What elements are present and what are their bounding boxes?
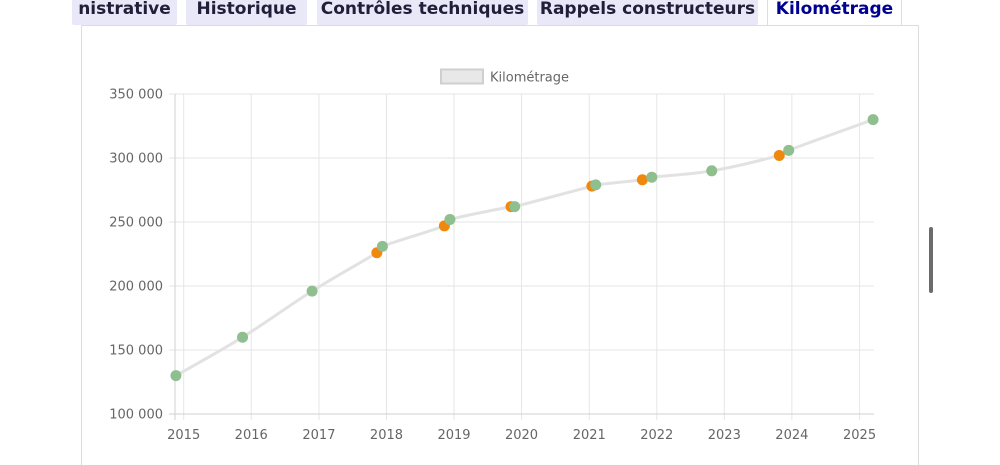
tab-historique[interactable]: Historique: [186, 0, 307, 25]
y-tick-label: 200 000: [109, 280, 163, 295]
data-point-green[interactable]: [444, 213, 456, 225]
legend-swatch: [440, 68, 484, 85]
tab-kilometrage[interactable]: Kilométrage: [767, 0, 902, 26]
x-axis: 2015 2016 2017 2018 2019 2020 2021 2022 2023 2024…: [167, 428, 876, 443]
chart-panel: [81, 25, 919, 465]
data-point-green[interactable]: [376, 240, 388, 252]
y-tick-label: 150 000: [109, 344, 163, 359]
data-point-green[interactable]: [783, 144, 795, 156]
x-tick-label: 2021: [573, 428, 606, 443]
x-tick-label: 2017: [302, 428, 335, 443]
x-tick-label: 2020: [505, 428, 538, 443]
tab-administrative[interactable]: nistrative: [72, 0, 177, 25]
y-tick-label: 100 000: [109, 408, 163, 423]
tab-rappels-constructeurs[interactable]: Rappels constructeurs: [537, 0, 758, 25]
tab-controles-techniques[interactable]: Contrôles techniques: [317, 0, 528, 25]
data-point-green[interactable]: [646, 171, 658, 183]
x-tick-label: 2019: [437, 428, 470, 443]
x-tick-label: 2023: [708, 428, 741, 443]
scrollbar[interactable]: [929, 227, 933, 293]
x-tick-label: 2022: [640, 428, 673, 443]
data-point-orange[interactable]: [773, 149, 785, 161]
data-point-green[interactable]: [590, 179, 602, 191]
series-points: [170, 114, 879, 382]
y-tick-label: 300 000: [109, 152, 163, 167]
data-point-orange[interactable]: [636, 174, 648, 186]
chart-grid: [169, 93, 874, 420]
data-point-green[interactable]: [706, 165, 718, 177]
x-tick-label: 2015: [167, 428, 200, 443]
data-point-green[interactable]: [237, 331, 249, 343]
legend[interactable]: Kilométrage: [440, 68, 569, 86]
tab-label: Kilométrage: [775, 0, 894, 19]
tab-label: Rappels constructeurs: [539, 0, 756, 19]
data-point-green[interactable]: [306, 285, 318, 297]
x-tick-label: 2025: [843, 428, 876, 443]
y-tick-label: 250 000: [109, 216, 163, 231]
data-point-green[interactable]: [170, 370, 182, 382]
tab-label: Contrôles techniques: [320, 0, 525, 19]
tab-label: Historique: [196, 0, 297, 19]
y-tick-label: 350 000: [109, 88, 163, 103]
data-point-green[interactable]: [867, 114, 879, 126]
legend-label: Kilométrage: [490, 71, 569, 86]
tab-label: nistrative: [78, 0, 171, 19]
y-axis: 100 000 150 000 200 000 250 000 300 000 350 0…: [109, 88, 163, 423]
x-tick-label: 2018: [370, 428, 403, 443]
data-point-green[interactable]: [509, 201, 521, 213]
x-tick-label: 2024: [775, 428, 808, 443]
tab-bar: nistrative Historique Contrôles techniqu…: [0, 0, 1000, 26]
x-tick-label: 2016: [235, 428, 268, 443]
